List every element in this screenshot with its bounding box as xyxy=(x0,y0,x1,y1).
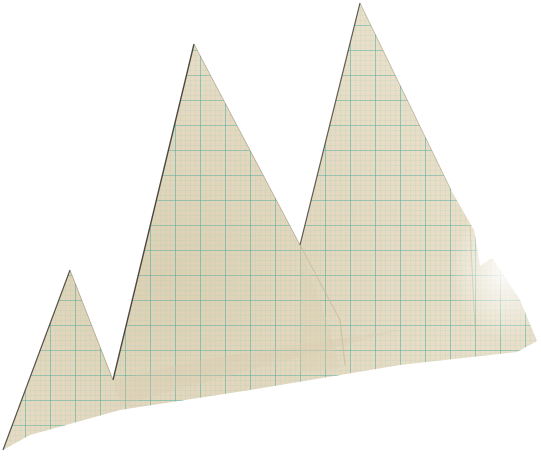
mountains-illustration xyxy=(2,2,537,451)
graph-paper-mountains xyxy=(2,2,537,451)
paper-cutout xyxy=(2,2,537,451)
